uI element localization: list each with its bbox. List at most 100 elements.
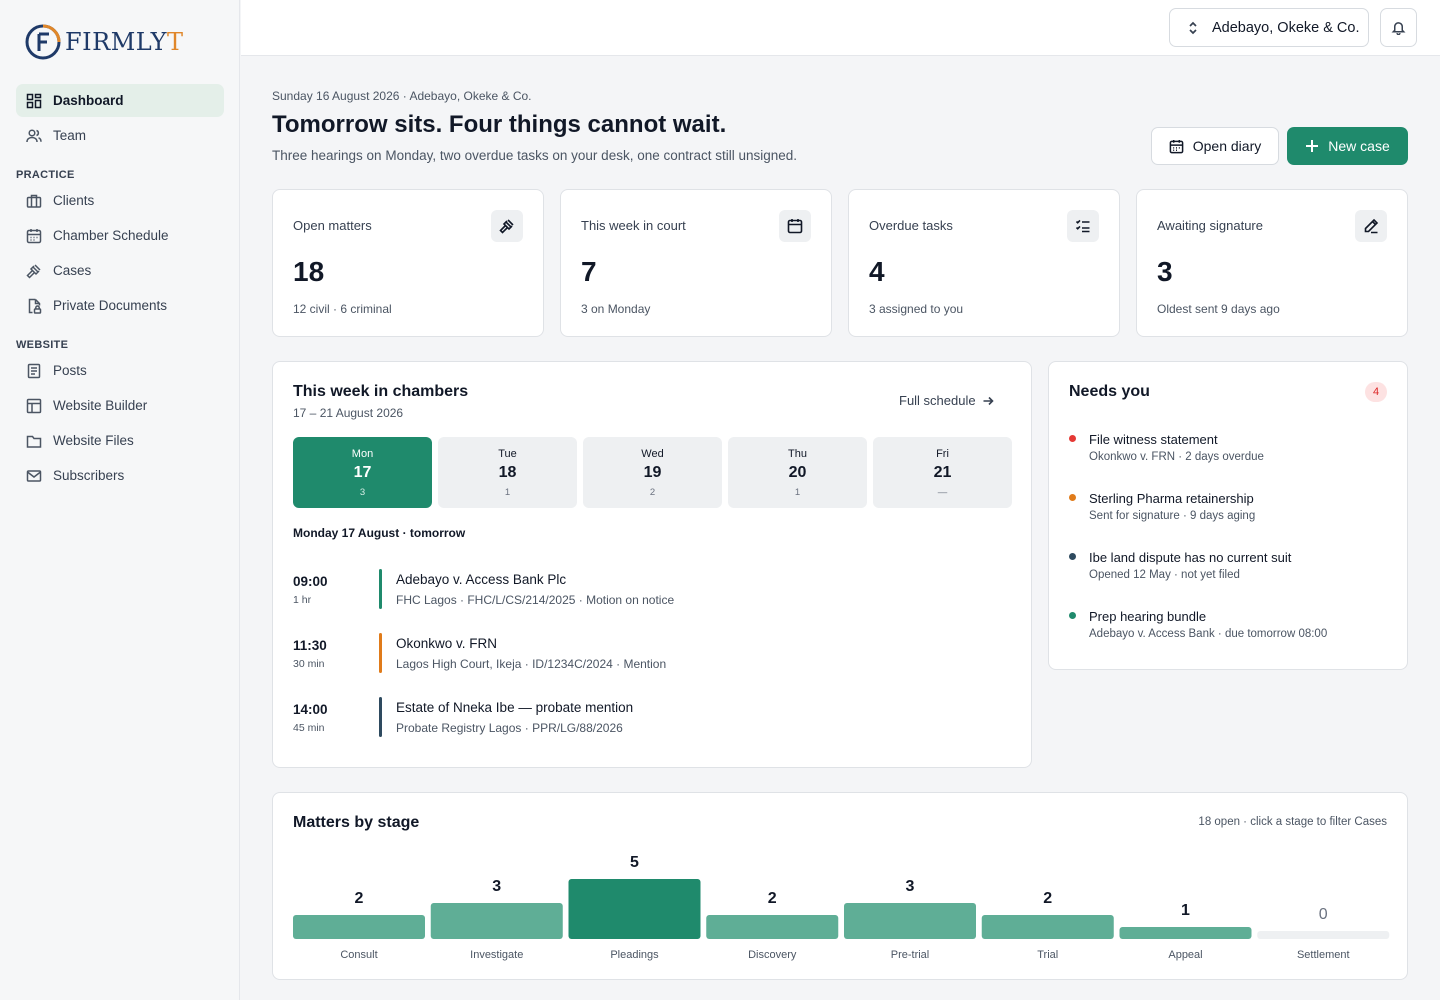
- page-subtitle: Three hearings on Monday, two overdue ta…: [272, 148, 798, 163]
- sidebar-item-website-files[interactable]: Website Files: [16, 424, 224, 457]
- needs-item[interactable]: File witness statement Okonkwo v. FRN · …: [1069, 430, 1389, 470]
- day-tab-tue[interactable]: Tue 18 1: [438, 437, 577, 508]
- appointment-row[interactable]: 11:30 30 min Okonkwo v. FRN Lagos High C…: [293, 633, 1013, 675]
- sidebar-item-team[interactable]: Team: [16, 119, 224, 152]
- layout-icon: [26, 398, 42, 413]
- appointment-row[interactable]: 09:00 1 hr Adebayo v. Access Bank Plc FH…: [293, 569, 1013, 611]
- sidebar-item-website-builder[interactable]: Website Builder: [16, 389, 224, 422]
- team-icon: [26, 128, 42, 142]
- stage-category-label: Trial: [1037, 949, 1058, 961]
- sidebar-item-clients[interactable]: Clients: [16, 184, 224, 217]
- day-number: 18: [498, 464, 517, 481]
- needs-item-meta: Opened 12 May · not yet filed: [1089, 569, 1240, 581]
- stage-bar-settlement[interactable]: [1257, 931, 1390, 939]
- day-tab-wed[interactable]: Wed 19 2: [583, 437, 722, 508]
- day-tab-mon[interactable]: Mon 17 3: [293, 437, 432, 508]
- day-tab-thu[interactable]: Thu 20 1: [728, 437, 867, 508]
- needs-item-title: Prep hearing bundle: [1089, 609, 1207, 624]
- priority-dot: [1069, 435, 1076, 442]
- briefcase-icon: [26, 194, 42, 208]
- sidebar-item-cases[interactable]: Cases: [16, 254, 224, 287]
- day-tab-fri[interactable]: Fri 21 —: [873, 437, 1012, 508]
- stage-bar-discovery[interactable]: [706, 915, 839, 939]
- gavel-icon: [499, 219, 514, 234]
- appointment-case: Adebayo v. Access Bank Plc: [396, 572, 567, 587]
- stages-panel: 2 Consult 3 Investigate 5 Pleadings 2 Discovery…: [272, 792, 1408, 980]
- needs-count-badge: 4: [1365, 382, 1387, 402]
- stat-value: 4: [869, 256, 885, 287]
- stages-hint: 18 open · click a stage to filter Cases: [1198, 816, 1387, 828]
- pen-icon: [1364, 218, 1379, 234]
- stat-icon-box: [779, 210, 811, 242]
- day-name: Mon: [351, 448, 374, 460]
- needs-title: Needs you: [1069, 383, 1150, 400]
- week-title: This week in chambers: [293, 383, 469, 400]
- sidebar-item-chamber-schedule[interactable]: Chamber Schedule: [16, 219, 224, 252]
- firm-switcher[interactable]: Adebayo, Okeke & Co.: [1169, 8, 1369, 47]
- logo-text: FIRMLYT: [65, 28, 184, 56]
- day-count: 3: [359, 487, 366, 498]
- stat-note: 3 on Monday: [581, 302, 651, 316]
- stat-note: Oldest sent 9 days ago: [1157, 302, 1280, 316]
- open-diary-button[interactable]: Open diary: [1151, 127, 1279, 165]
- stage-bar-pleadings[interactable]: [568, 879, 701, 939]
- priority-dot: [1069, 612, 1076, 619]
- checklist-icon: [1075, 219, 1090, 233]
- needs-item[interactable]: Prep hearing bundle Adebayo v. Access Ba…: [1069, 607, 1389, 647]
- sidebar-item-label: Subscribers: [53, 468, 125, 483]
- needs-item-title: Sterling Pharma retainership: [1089, 491, 1254, 506]
- appointment-color-bar: [379, 633, 382, 673]
- new-case-button[interactable]: New case: [1287, 127, 1408, 165]
- stat-card-awaiting-signature[interactable]: Awaiting signature 3 Oldest sent 9 days …: [1136, 189, 1408, 337]
- needs-item[interactable]: Ibe land dispute has no current suit Ope…: [1069, 548, 1389, 588]
- stat-icon-box: [1067, 210, 1099, 242]
- needs-item-meta: Sent for signature · 9 days aging: [1089, 510, 1256, 522]
- stat-label: Overdue tasks: [869, 218, 953, 233]
- notifications-button[interactable]: [1380, 8, 1417, 47]
- stage-bar-trial[interactable]: [981, 915, 1114, 939]
- logo[interactable]: FIRMLYT: [25, 24, 184, 60]
- stat-card-open-matters[interactable]: Open matters 18 12 civil · 6 criminal: [272, 189, 544, 337]
- sidebar-item-label: Team: [53, 128, 87, 143]
- needs-item[interactable]: Sterling Pharma retainership Sent for si…: [1069, 489, 1389, 529]
- day-name: Fri: [936, 448, 949, 460]
- stage-bar-appeal[interactable]: [1119, 927, 1252, 939]
- day-count: 1: [794, 487, 801, 498]
- stage-bar-chart: 2 Consult 3 Investigate 5 Pleadings 2 Discovery…: [293, 854, 1390, 961]
- day-number: 20: [788, 464, 807, 481]
- calendar-icon: [26, 228, 42, 243]
- sidebar-item-label: Website Builder: [53, 398, 148, 413]
- full-schedule-link[interactable]: Full schedule: [899, 393, 994, 408]
- needs-item-meta: Okonkwo v. FRN · 2 days overdue: [1089, 451, 1264, 463]
- posts-icon: [27, 363, 41, 378]
- priority-dot: [1069, 494, 1076, 501]
- appointment-time: 14:00: [293, 702, 328, 717]
- stage-category-label: Discovery: [748, 949, 797, 961]
- chevron-up-down-icon: [1189, 21, 1197, 34]
- stage-bar-investigate[interactable]: [430, 903, 563, 939]
- stage-category-label: Investigate: [470, 949, 523, 961]
- sidebar-item-label: Clients: [53, 193, 95, 208]
- practice-heading: PRACTICE: [16, 169, 75, 181]
- stage-bar-pre-trial[interactable]: [844, 903, 976, 939]
- stat-card-overdue-tasks[interactable]: Overdue tasks 4 3 assigned to you: [848, 189, 1120, 337]
- sidebar-item-private-documents[interactable]: Private Documents: [16, 289, 224, 322]
- needs-item-title: Ibe land dispute has no current suit: [1089, 550, 1292, 565]
- needs-item-title: File witness statement: [1089, 432, 1218, 447]
- sidebar-item-dashboard[interactable]: Dashboard: [16, 84, 224, 117]
- stage-value-label: 3: [492, 878, 501, 895]
- stat-card-this-week-in-court[interactable]: This week in court 7 3 on Monday: [560, 189, 832, 337]
- stage-value-label: 3: [906, 878, 915, 895]
- sidebar-item-posts[interactable]: Posts: [16, 354, 224, 387]
- appointment-row[interactable]: 14:00 45 min Estate of Nneka Ibe — proba…: [293, 697, 1013, 739]
- sidebar-item-label: Private Documents: [53, 298, 168, 313]
- sidebar-item-subscribers[interactable]: Subscribers: [16, 459, 224, 492]
- day-count: —: [937, 487, 948, 498]
- stage-value-label: 2: [355, 890, 364, 907]
- stage-bar-consult[interactable]: [293, 915, 425, 939]
- stat-label: Awaiting signature: [1157, 218, 1263, 233]
- stage-category-label: Pre-trial: [891, 949, 930, 961]
- day-number: 19: [643, 464, 662, 481]
- appointment-meta: Lagos High Court, Ikeja · ID/1234C/2024 …: [396, 657, 667, 671]
- full-schedule-label: Full schedule: [899, 393, 976, 408]
